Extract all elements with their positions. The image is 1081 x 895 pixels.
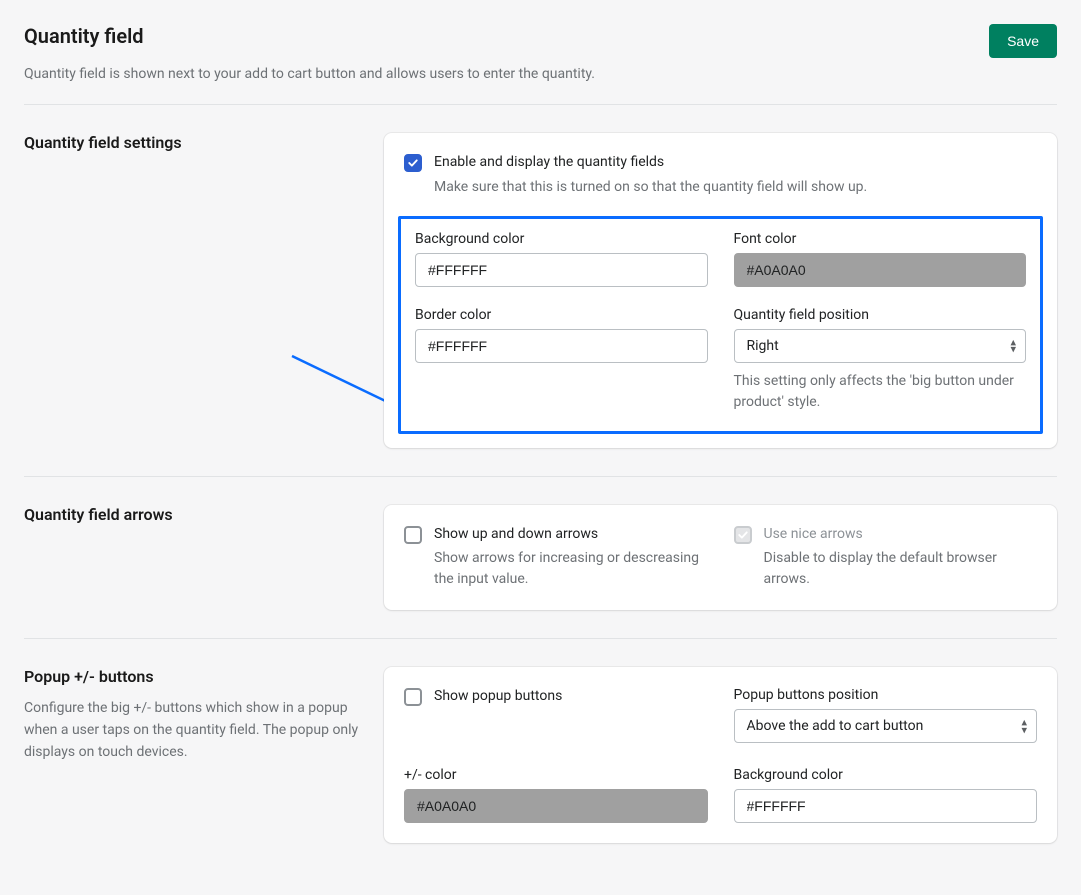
font-color-label: Font color bbox=[734, 231, 1027, 247]
settings-highlight-box: Background color Font color Border color… bbox=[398, 216, 1043, 434]
page-title: Quantity field bbox=[24, 24, 144, 48]
nice-arrows-label: Use nice arrows bbox=[764, 525, 1038, 545]
settings-section-title: Quantity field settings bbox=[24, 133, 364, 152]
position-label: Quantity field position bbox=[734, 307, 1027, 323]
bg-color-label: Background color bbox=[415, 231, 708, 247]
enable-quantity-checkbox[interactable] bbox=[404, 154, 422, 172]
popup-position-select[interactable]: Above the add to cart button bbox=[734, 709, 1038, 743]
show-arrows-label: Show up and down arrows bbox=[434, 525, 708, 545]
position-select[interactable]: Right bbox=[734, 329, 1027, 363]
position-help: This setting only affects the 'big butto… bbox=[734, 371, 1027, 413]
page-description: Quantity field is shown next to your add… bbox=[24, 66, 1057, 82]
enable-quantity-label: Enable and display the quantity fields bbox=[434, 153, 867, 173]
save-button[interactable]: Save bbox=[989, 24, 1057, 58]
show-popup-label: Show popup buttons bbox=[434, 687, 562, 707]
popup-position-label: Popup buttons position bbox=[734, 687, 1038, 703]
popup-section-title: Popup +/- buttons bbox=[24, 667, 364, 686]
nice-arrows-checkbox bbox=[734, 526, 752, 544]
divider bbox=[24, 638, 1057, 639]
arrows-section-title: Quantity field arrows bbox=[24, 505, 364, 524]
popup-card: Show popup buttons Popup buttons positio… bbox=[384, 667, 1057, 843]
popup-bg-color-input[interactable] bbox=[734, 789, 1038, 823]
bg-color-input[interactable] bbox=[415, 253, 708, 287]
show-arrows-help: Show arrows for increasing or descreasin… bbox=[434, 548, 708, 590]
popup-bg-color-label: Background color bbox=[734, 767, 1038, 783]
arrows-card: Show up and down arrows Show arrows for … bbox=[384, 505, 1057, 611]
plusminus-color-input[interactable] bbox=[404, 789, 708, 823]
show-popup-checkbox[interactable] bbox=[404, 688, 422, 706]
font-color-input[interactable] bbox=[734, 253, 1027, 287]
divider bbox=[24, 104, 1057, 105]
show-arrows-checkbox[interactable] bbox=[404, 526, 422, 544]
border-color-input[interactable] bbox=[415, 329, 708, 363]
nice-arrows-help: Disable to display the default browser a… bbox=[764, 548, 1038, 590]
plusminus-color-label: +/- color bbox=[404, 767, 708, 783]
popup-section-desc: Configure the big +/- buttons which show… bbox=[24, 698, 364, 763]
enable-quantity-help: Make sure that this is turned on so that… bbox=[434, 177, 867, 198]
border-color-label: Border color bbox=[415, 307, 708, 323]
settings-card: Enable and display the quantity fields M… bbox=[384, 133, 1057, 448]
divider bbox=[24, 476, 1057, 477]
